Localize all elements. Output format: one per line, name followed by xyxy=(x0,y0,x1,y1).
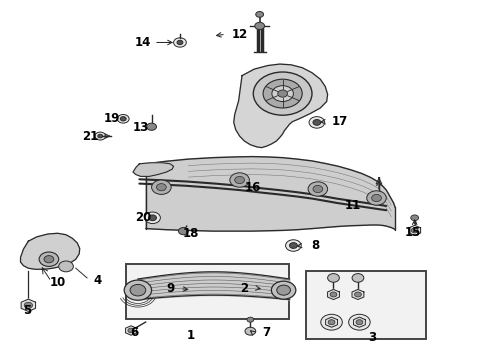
Text: 17: 17 xyxy=(331,115,347,128)
Circle shape xyxy=(308,117,324,128)
Text: 7: 7 xyxy=(262,327,270,339)
Circle shape xyxy=(253,72,311,115)
Circle shape xyxy=(348,314,369,330)
Polygon shape xyxy=(408,225,420,235)
Circle shape xyxy=(271,281,295,299)
Text: 20: 20 xyxy=(134,211,151,224)
Text: 1: 1 xyxy=(186,329,194,342)
Circle shape xyxy=(289,243,297,248)
Polygon shape xyxy=(21,299,36,311)
Text: 21: 21 xyxy=(82,130,99,143)
Text: 15: 15 xyxy=(404,226,421,239)
Text: 8: 8 xyxy=(311,239,319,252)
Circle shape xyxy=(410,228,417,233)
Circle shape xyxy=(263,79,302,108)
Bar xyxy=(305,271,426,339)
Text: 12: 12 xyxy=(231,28,247,41)
Text: 2: 2 xyxy=(240,282,248,294)
Circle shape xyxy=(44,256,54,263)
Circle shape xyxy=(146,123,156,130)
Circle shape xyxy=(366,191,386,205)
Text: 19: 19 xyxy=(103,112,120,125)
Circle shape xyxy=(120,117,126,121)
Text: 18: 18 xyxy=(182,227,199,240)
Circle shape xyxy=(312,120,320,125)
Circle shape xyxy=(410,215,418,221)
Circle shape xyxy=(130,284,145,296)
Circle shape xyxy=(148,215,156,221)
Circle shape xyxy=(312,185,322,193)
Circle shape xyxy=(229,173,249,187)
Circle shape xyxy=(320,314,342,330)
Circle shape xyxy=(277,90,287,97)
Circle shape xyxy=(244,327,255,335)
Circle shape xyxy=(325,318,337,327)
Circle shape xyxy=(246,317,253,322)
Circle shape xyxy=(371,194,381,202)
Circle shape xyxy=(276,285,290,295)
Circle shape xyxy=(24,302,32,308)
Text: 5: 5 xyxy=(23,304,31,317)
Circle shape xyxy=(151,180,171,194)
Circle shape xyxy=(156,184,166,191)
Polygon shape xyxy=(145,157,394,231)
Text: 3: 3 xyxy=(368,331,376,344)
Circle shape xyxy=(173,38,186,47)
Circle shape xyxy=(144,212,160,224)
Polygon shape xyxy=(133,163,173,176)
Circle shape xyxy=(39,252,59,266)
Text: 10: 10 xyxy=(49,276,66,289)
Bar xyxy=(126,264,289,319)
Circle shape xyxy=(255,12,263,17)
Circle shape xyxy=(117,114,129,123)
Circle shape xyxy=(178,228,188,235)
Circle shape xyxy=(127,328,134,333)
Text: 6: 6 xyxy=(130,327,138,339)
Polygon shape xyxy=(125,326,136,335)
Circle shape xyxy=(355,320,362,325)
Polygon shape xyxy=(351,289,363,300)
Polygon shape xyxy=(353,317,365,327)
Polygon shape xyxy=(327,289,339,300)
Polygon shape xyxy=(233,64,327,148)
Circle shape xyxy=(285,240,301,251)
Circle shape xyxy=(98,134,102,138)
Circle shape xyxy=(327,320,334,325)
Circle shape xyxy=(327,274,339,282)
Circle shape xyxy=(351,274,363,282)
Polygon shape xyxy=(325,317,337,327)
Circle shape xyxy=(354,292,361,297)
Text: 16: 16 xyxy=(244,181,261,194)
Text: 11: 11 xyxy=(344,199,361,212)
Circle shape xyxy=(254,22,264,30)
Circle shape xyxy=(271,86,293,102)
Circle shape xyxy=(124,280,151,300)
Circle shape xyxy=(307,182,327,196)
Circle shape xyxy=(329,292,336,297)
Circle shape xyxy=(234,176,244,184)
Text: 9: 9 xyxy=(166,282,174,295)
Polygon shape xyxy=(20,233,80,269)
Circle shape xyxy=(59,261,73,272)
Circle shape xyxy=(353,318,365,327)
Text: 4: 4 xyxy=(94,274,102,287)
Text: 13: 13 xyxy=(132,121,149,134)
Circle shape xyxy=(95,132,105,140)
Circle shape xyxy=(177,40,183,45)
Text: 14: 14 xyxy=(134,36,151,49)
